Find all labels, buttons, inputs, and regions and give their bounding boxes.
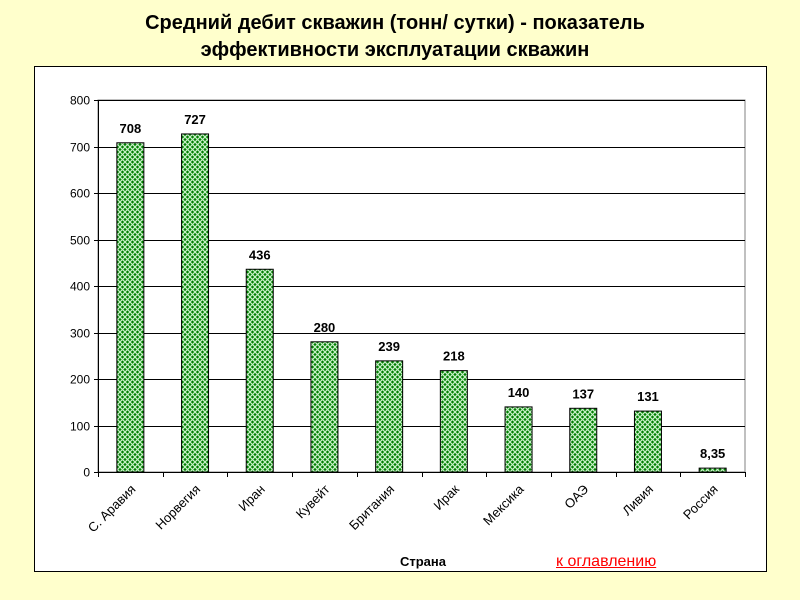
x-tick-label-2: Норвегия <box>152 482 203 533</box>
data-label-1: 708 <box>119 121 141 136</box>
y-tick-label: 400 <box>70 280 90 294</box>
bar-7 <box>504 406 533 473</box>
title-line-1: Средний дебит скважин (тонн/ сутки) - по… <box>145 12 645 34</box>
y-tick-label: 700 <box>70 141 90 155</box>
bar-3 <box>245 268 274 473</box>
bar-6 <box>439 370 468 473</box>
data-label-8: 137 <box>572 386 594 401</box>
y-tick-label: 0 <box>83 466 90 480</box>
title-line-2: эффективности эксплуатации скважин <box>200 39 590 61</box>
y-tick-label: 200 <box>70 373 90 387</box>
x-tick-label-8: ОАЭ <box>561 482 591 512</box>
data-label-10: 8,35 <box>700 446 725 461</box>
x-tick-label-3: Иран <box>235 482 268 515</box>
x-tick-label-6: Ирак <box>431 481 463 513</box>
bar-5 <box>375 360 404 473</box>
x-tick-label-9: Ливия <box>619 482 656 519</box>
bar-10 <box>698 467 727 473</box>
bar-9 <box>633 410 662 473</box>
chart-frame: 0 100 200 300 400 500 600 700 800 708 С. Аравия 72… <box>34 66 767 572</box>
x-tick-label-7: Мексика <box>480 481 527 528</box>
x-tick-label-1: С. Аравия <box>85 482 139 536</box>
data-label-4: 280 <box>314 320 336 335</box>
x-axis-title: Страна <box>400 554 447 569</box>
toc-link[interactable]: к оглавлению <box>556 553 657 570</box>
y-tick-label: 100 <box>70 420 90 434</box>
bar-1 <box>116 142 145 473</box>
bar-2 <box>181 133 210 473</box>
y-tick-label: 800 <box>70 94 90 108</box>
data-label-6: 218 <box>443 349 465 364</box>
data-label-3: 436 <box>249 247 271 262</box>
data-label-5: 239 <box>378 339 400 354</box>
y-tick-label: 300 <box>70 327 90 341</box>
data-label-7: 140 <box>508 385 530 400</box>
bar-8 <box>569 407 598 473</box>
data-label-9: 131 <box>637 389 659 404</box>
x-tick-label-10: Россия <box>680 482 721 523</box>
y-tick-label: 600 <box>70 187 90 201</box>
bar-chart: 0 100 200 300 400 500 600 700 800 708 С. Аравия 72… <box>70 94 746 569</box>
y-tick-label: 500 <box>70 234 90 248</box>
data-label-2: 727 <box>184 112 206 127</box>
x-tick-label-4: Кувейт <box>293 481 333 521</box>
bar-4 <box>310 341 339 473</box>
x-tick-label-5: Британия <box>346 482 397 533</box>
slide-title: Средний дебит скважин (тонн/ сутки) - по… <box>0 10 790 64</box>
